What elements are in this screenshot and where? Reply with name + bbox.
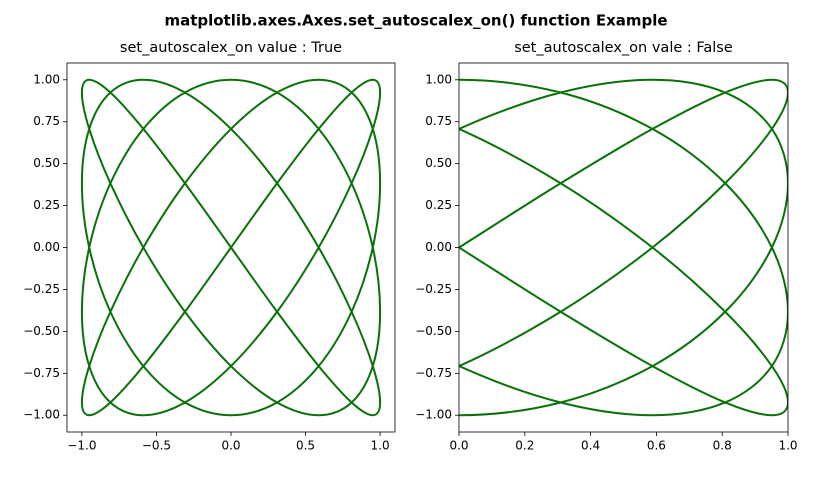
y-tick-label: 0.50: [33, 156, 60, 170]
x-tick-label: 0.0: [449, 439, 468, 453]
y-tick-label: −1.00: [23, 408, 60, 422]
x-tick-label: 0.6: [647, 439, 666, 453]
x-tick-label: 0.4: [581, 439, 600, 453]
x-tick-label: 0.0: [221, 439, 240, 453]
axes-title: set_autoscalex_on value : True: [120, 40, 342, 56]
y-tick-label: 0.25: [33, 198, 60, 212]
y-tick-label: 1.00: [33, 72, 60, 86]
y-tick-label: −0.75: [23, 366, 60, 380]
x-tick-label: −1.0: [67, 439, 96, 453]
y-tick-label: 0.75: [425, 114, 452, 128]
y-tick-label: 0.25: [425, 198, 452, 212]
x-tick-label: 1.0: [371, 439, 390, 453]
y-tick-label: 0.00: [425, 240, 452, 254]
y-tick-label: −0.50: [415, 324, 452, 338]
y-tick-label: −1.00: [415, 408, 452, 422]
axes-frame: [458, 62, 789, 433]
y-tick-label: 0.00: [33, 240, 60, 254]
y-tick-label: 0.75: [33, 114, 60, 128]
y-tick-label: −0.25: [415, 282, 452, 296]
curve: [459, 78, 788, 417]
axes-title: set_autoscalex_on vale : False: [514, 40, 733, 56]
x-tick-label: 1.0: [778, 439, 797, 453]
y-tick-label: −0.50: [23, 324, 60, 338]
x-tick-label: 0.5: [296, 439, 315, 453]
y-tick-label: −0.25: [23, 282, 60, 296]
y-tick-label: 1.00: [425, 72, 452, 86]
x-tick-label: −0.5: [142, 439, 171, 453]
x-tick-label: 0.8: [713, 439, 732, 453]
y-tick-label: 0.50: [425, 156, 452, 170]
figure-title: matplotlib.axes.Axes.set_autoscalex_on()…: [164, 12, 667, 30]
x-tick-label: 0.2: [515, 439, 534, 453]
curve: [80, 78, 382, 417]
y-tick-label: −0.75: [415, 366, 452, 380]
